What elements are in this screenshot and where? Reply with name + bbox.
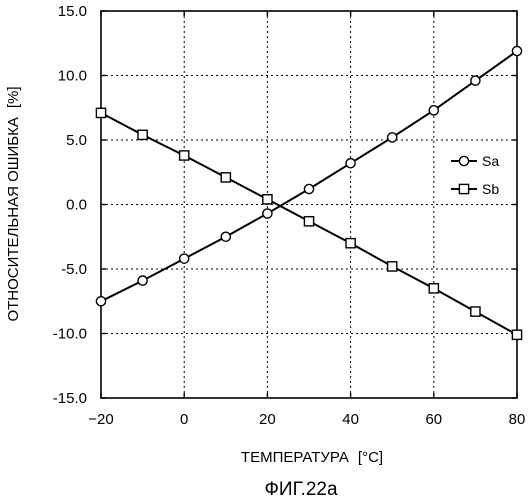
data-point-sa [138, 276, 147, 285]
data-point-sa [221, 232, 230, 241]
x-axis-label: ТЕМПЕРАТУРА [241, 449, 349, 466]
x-axis-unit: [°C] [358, 449, 383, 466]
legend-marker-sa [459, 156, 468, 165]
data-point-sa [346, 159, 355, 168]
data-point-sb [304, 217, 313, 226]
data-point-sb [388, 262, 397, 271]
legend-entry-sa: Sa [451, 153, 499, 169]
y-tick-label: -15.0 [53, 390, 87, 407]
y-tick-label: 15.0 [58, 3, 87, 20]
series-layer [96, 46, 521, 339]
data-point-sa [388, 133, 397, 142]
y-tick-label: -5.0 [61, 261, 87, 278]
series-line-sa [101, 51, 517, 301]
data-point-sb [512, 330, 521, 339]
y-tick-label: 0.0 [66, 197, 87, 214]
x-tick-label: 60 [425, 411, 442, 428]
axis-ticks: -15.0 -10.0 -5.0 0.0 5.0 10.0 15.0 −20 0 20 40 60 80 [53, 3, 526, 428]
data-point-sb [346, 239, 355, 248]
figure-caption: ФИГ.22a [264, 479, 337, 500]
plot-frame [101, 11, 517, 398]
y-axis-title: ОТНОСИТЕЛЬНАЯ ОШИБКА [%] [5, 86, 22, 321]
x-axis-title: ТЕМПЕРАТУРА [°C] [241, 449, 383, 466]
y-tick-label: -10.0 [53, 326, 87, 343]
grid-lines [101, 11, 517, 398]
x-tick-label: −20 [88, 411, 113, 428]
series-sb [96, 108, 521, 339]
y-axis-unit: [%] [5, 86, 22, 108]
data-point-sb [429, 284, 438, 293]
data-point-sa [304, 184, 313, 193]
data-point-sb [138, 130, 147, 139]
data-point-sa [263, 209, 272, 218]
legend-label-sa: Sa [482, 153, 499, 169]
data-point-sb [180, 151, 189, 160]
legend-entry-sb: Sb [451, 181, 499, 197]
data-point-sa [512, 46, 521, 55]
data-point-sb [221, 173, 230, 182]
data-point-sb [96, 108, 105, 117]
data-point-sa [471, 76, 480, 85]
y-axis-label: ОТНОСИТЕЛЬНАЯ ОШИБКА [5, 117, 22, 321]
x-tick-label: 0 [180, 411, 188, 428]
data-point-sb [263, 195, 272, 204]
data-point-sa [96, 297, 105, 306]
legend-label-sb: Sb [482, 181, 499, 197]
y-tick-label: 5.0 [66, 132, 87, 149]
y-tick-label: 10.0 [58, 68, 87, 85]
legend: Sa Sb [451, 153, 499, 197]
x-tick-label: 80 [509, 411, 526, 428]
data-point-sa [429, 106, 438, 115]
series-sa [96, 46, 521, 305]
legend-marker-sb [459, 184, 468, 193]
x-tick-label: 40 [342, 411, 359, 428]
x-tick-label: 20 [259, 411, 276, 428]
data-point-sb [471, 307, 480, 316]
data-point-sa [180, 254, 189, 263]
